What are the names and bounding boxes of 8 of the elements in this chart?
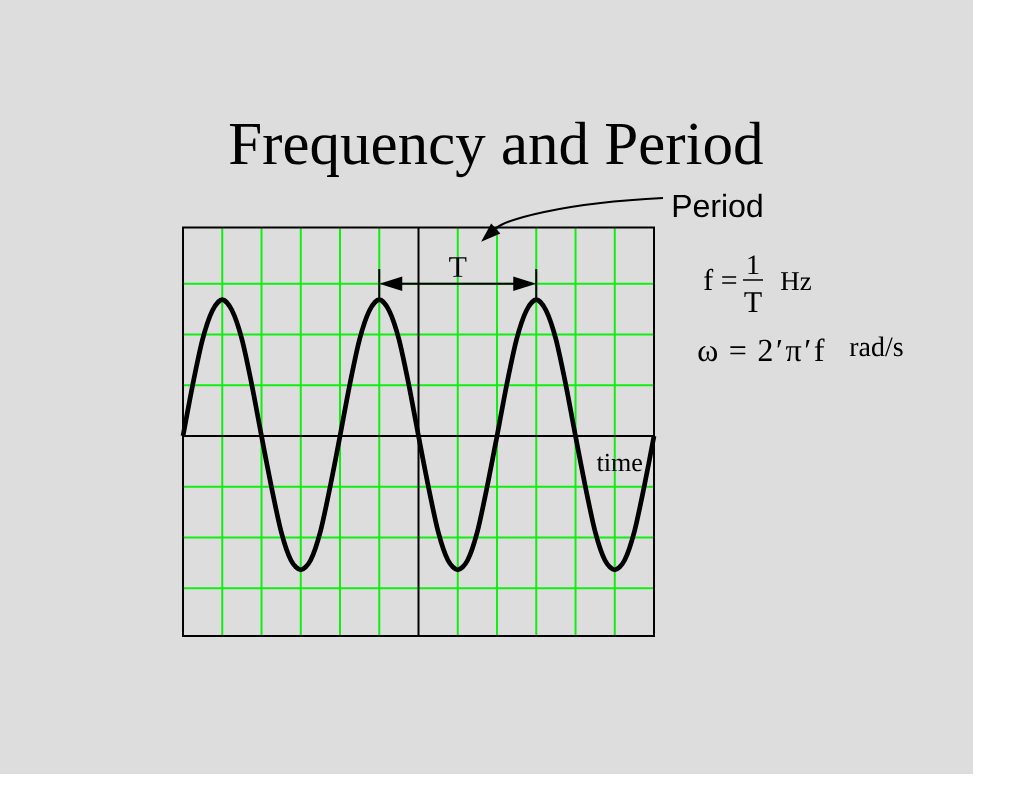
text: Hz xyxy=(780,272,811,290)
text: Period xyxy=(673,193,762,218)
chart-title: Frequency and Period xyxy=(229,121,763,178)
text: rad/s xyxy=(849,336,903,357)
text: T xyxy=(744,292,762,312)
text: f = xyxy=(704,268,737,290)
text: ω = 2′π′f xyxy=(698,338,825,362)
text: 1 xyxy=(748,255,759,274)
